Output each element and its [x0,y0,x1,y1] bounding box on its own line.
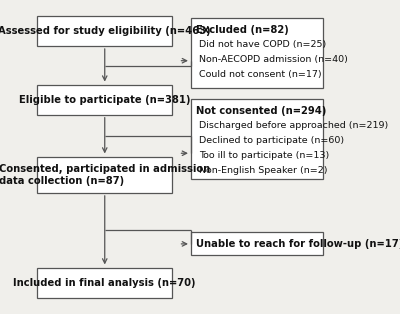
Text: Discharged before approached (n=219): Discharged before approached (n=219) [199,121,388,130]
Text: Too ill to participate (n=13): Too ill to participate (n=13) [199,151,329,160]
FancyBboxPatch shape [37,268,172,298]
Text: Assessed for study eligibility (n=463): Assessed for study eligibility (n=463) [0,26,211,36]
FancyBboxPatch shape [37,85,172,115]
FancyBboxPatch shape [190,232,323,256]
FancyBboxPatch shape [37,157,172,193]
Text: Excluded (n=82): Excluded (n=82) [196,25,289,35]
Text: Consented, participated in admission
data collection (n=87): Consented, participated in admission dat… [0,164,210,186]
FancyBboxPatch shape [37,16,172,46]
Text: Not consented (n=294): Not consented (n=294) [196,106,326,116]
Text: Unable to reach for follow-up (n=17): Unable to reach for follow-up (n=17) [196,239,400,249]
Text: Declined to participate (n=60): Declined to participate (n=60) [199,136,344,145]
FancyBboxPatch shape [190,99,323,179]
Text: Non-AECOPD admission (n=40): Non-AECOPD admission (n=40) [199,55,348,64]
FancyBboxPatch shape [190,18,323,88]
Text: Eligible to participate (n=381): Eligible to participate (n=381) [19,95,190,105]
Text: Could not consent (n=17): Could not consent (n=17) [199,70,322,79]
Text: Included in final analysis (n=70): Included in final analysis (n=70) [14,278,196,288]
Text: Did not have COPD (n=25): Did not have COPD (n=25) [199,40,326,49]
Text: Non-English Speaker (n=2): Non-English Speaker (n=2) [199,166,328,175]
